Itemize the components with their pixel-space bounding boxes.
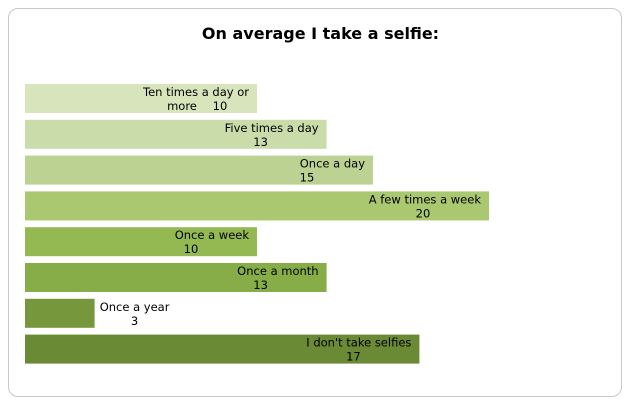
- category-label-1: Five times a day: [225, 121, 319, 135]
- category-label-7: I don't take selfies: [306, 336, 411, 350]
- bar-1: [25, 119, 327, 149]
- value-label-3: 20: [416, 206, 431, 220]
- bar-5: [25, 263, 327, 292]
- bar-2: [25, 155, 373, 185]
- category-label-2: Once a day: [300, 157, 365, 171]
- category-label-0-line2: more: [167, 99, 197, 113]
- category-label-0: Ten times a day or: [142, 85, 249, 99]
- value-label-5: 13: [253, 278, 268, 292]
- bar-4: [25, 227, 257, 257]
- value-label-0: 10: [213, 99, 228, 113]
- category-label-5: Once a month: [237, 264, 318, 278]
- bar-6: [25, 298, 95, 328]
- category-label-6: Once a year: [100, 300, 170, 314]
- bar-0: [25, 84, 257, 113]
- value-label-6: 3: [131, 314, 138, 328]
- chart-title: On average I take a selfie:: [201, 24, 440, 43]
- bar-7: [25, 334, 420, 364]
- bar-3: [25, 191, 489, 221]
- value-label-1: 13: [253, 135, 268, 149]
- value-label-2: 15: [300, 171, 315, 185]
- category-label-3: A few times a week: [369, 192, 482, 206]
- category-label-4: Once a week: [175, 228, 250, 242]
- value-label-4: 10: [184, 242, 199, 256]
- value-label-7: 17: [346, 350, 361, 364]
